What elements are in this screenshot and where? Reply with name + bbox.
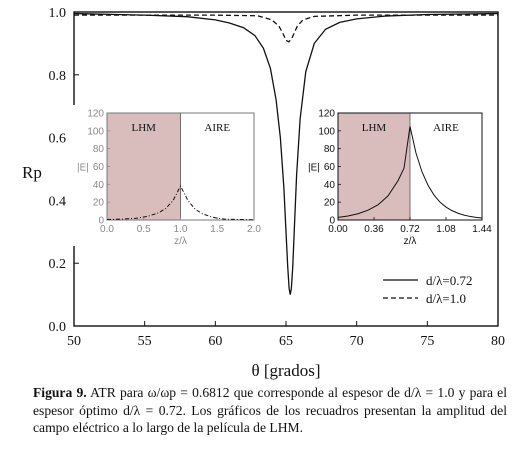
y-tick-label: 1.0	[49, 6, 67, 21]
inset-y-tick-label: 0	[329, 216, 335, 227]
x-tick-label: 60	[208, 334, 222, 349]
x-tick-label: 80	[491, 334, 505, 349]
inset-chart-2: LHM AIRE 0.00 0.36 0.72 1.08 1.44 0 20 40 60 80 100 1…	[304, 105, 494, 247]
inset-y-tick-label: 120	[87, 109, 104, 120]
lhm-region	[338, 113, 410, 220]
caption-label: Figura 9.	[33, 385, 87, 400]
series-line-0	[73, 12, 499, 295]
y-axis-label: Rp	[22, 163, 42, 182]
x-axis-label: θ [grados]	[251, 361, 320, 380]
inset-y-tick-label: 60	[324, 162, 336, 173]
inset-x-tick-label: 0.72	[400, 224, 420, 235]
region-label-aire: AIRE	[433, 122, 459, 134]
caption-text: ATR para ω/ωp = 0.6812 que corresponde a…	[33, 385, 507, 435]
inset-curve-0	[106, 185, 255, 221]
x-tick-label: 55	[138, 334, 152, 349]
figure-caption: Figura 9. ATR para ω/ωp = 0.6812 que cor…	[33, 384, 507, 437]
y-tick-label: 0.0	[49, 320, 67, 335]
legend-label-0: d/λ=0.72	[426, 273, 473, 288]
inset-x-tick-label: 0.0	[100, 224, 114, 235]
inset-y-axis-label: |E|	[77, 163, 89, 174]
inset-y-tick-label: 60	[93, 162, 105, 173]
inset-chart-1: LHM AIRE 0.0 0.5 1.0 1.5 2.0 0 20 40 60 80 100 120 |E|…	[73, 105, 266, 247]
inset-y-tick-label: 20	[93, 198, 105, 209]
inset-y-tick-label: 20	[324, 198, 336, 209]
inset-x-axis-label: z/λ	[174, 236, 187, 247]
region-label-lhm: LHM	[362, 122, 387, 134]
inset-y-tick-label: 40	[324, 180, 336, 191]
y-tick-label: 0.8	[49, 69, 67, 84]
inset-y-tick-label: 40	[93, 180, 105, 191]
x-tick-label: 75	[420, 334, 434, 349]
inset-y-tick-label: 120	[318, 109, 335, 120]
legend-label-1: d/λ=1.0	[426, 291, 466, 306]
y-tick-label: 0.2	[49, 257, 67, 272]
inset-x-tick-label: 2.0	[247, 224, 261, 235]
inset-y-tick-label: 80	[324, 144, 336, 155]
main-series-group	[73, 12, 499, 295]
inset-y-axis-label: |E|	[308, 163, 320, 174]
legend: d/λ=0.72 d/λ=1.0	[383, 273, 473, 306]
series-line-1	[74, 14, 498, 43]
y-tick-label: 0.4	[49, 194, 67, 209]
region-label-aire: AIRE	[204, 122, 230, 134]
inset-x-axis-label: z/λ	[404, 236, 417, 247]
inset-x-tick-label: 1.44	[472, 224, 492, 235]
inset-y-tick-label: 100	[87, 126, 104, 137]
inset-y-tick-label: 100	[318, 126, 335, 137]
inset-x-tick-label: 0.36	[364, 224, 384, 235]
lhm-region	[107, 113, 181, 220]
inset-y-tick-label: 80	[93, 144, 105, 155]
main-axis-ticks: 50 55 60 65 70 75 80 0.0 0.2 0.4 0.6 0.8 1.0	[49, 6, 506, 349]
inset-y-tick-label: 0	[98, 216, 104, 227]
x-tick-label: 50	[67, 334, 81, 349]
region-label-lhm: LHM	[132, 122, 157, 134]
inset-x-tick-label: 1.5	[210, 224, 224, 235]
inset-x-tick-label: 0.00	[328, 224, 348, 235]
inset-x-tick-label: 1.08	[436, 224, 456, 235]
figure-canvas: 50 55 60 65 70 75 80 0.0 0.2 0.4 0.6 0.8 1.0 Rp θ [g…	[22, 6, 506, 380]
inset-x-tick-label: 0.5	[137, 224, 151, 235]
x-tick-label: 65	[279, 334, 293, 349]
y-tick-label: 0.6	[49, 132, 67, 147]
inset-x-tick-label: 1.0	[174, 224, 188, 235]
x-tick-label: 70	[350, 334, 364, 349]
inset-curve-0	[337, 126, 483, 219]
